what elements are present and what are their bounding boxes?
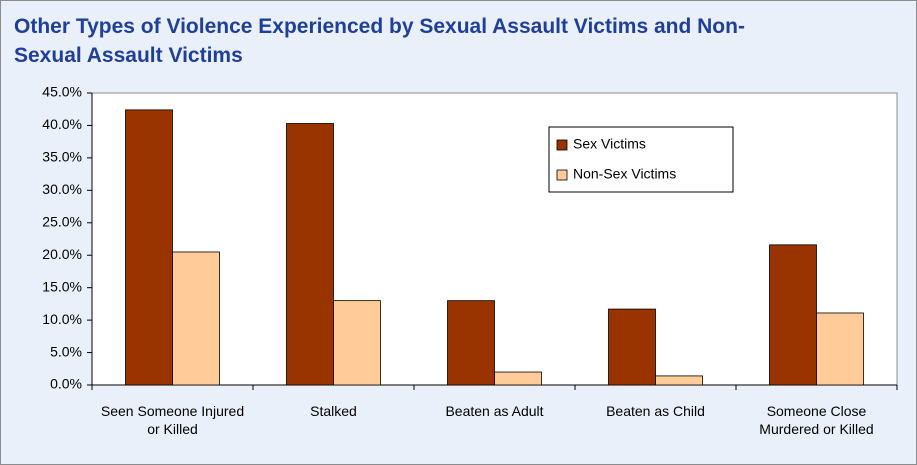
bar xyxy=(655,375,703,386)
legend-swatch xyxy=(556,139,568,151)
legend-swatch xyxy=(556,169,568,181)
bar xyxy=(447,300,495,386)
y-tick-label: 20.0% xyxy=(42,246,82,262)
x-tick-label: Someone Close Murdered or Killed xyxy=(759,403,874,437)
x-tick-label: Stalked xyxy=(310,403,357,419)
y-tick-label: 45.0% xyxy=(42,84,82,100)
x-tick-label: Beaten as Child xyxy=(606,403,705,419)
bar xyxy=(172,251,220,386)
y-tick-label: 5.0% xyxy=(50,343,82,359)
y-tick-label: 25.0% xyxy=(42,213,82,229)
legend-label: Non-Sex Victims xyxy=(573,166,676,182)
bar xyxy=(816,312,864,386)
bar xyxy=(125,109,173,386)
y-tick-label: 0.0% xyxy=(50,376,82,392)
x-tick-label: Seen Someone Injured or Killed xyxy=(100,403,245,437)
y-tick-label: 15.0% xyxy=(42,278,82,294)
legend-label: Sex Victims xyxy=(573,136,646,152)
y-tick-label: 40.0% xyxy=(42,116,82,132)
chart-title: Other Types of Violence Experienced by S… xyxy=(14,15,745,67)
bar xyxy=(608,308,656,386)
legend-box xyxy=(548,126,734,193)
x-tick-label: Beaten as Adult xyxy=(445,403,544,419)
y-tick-label: 10.0% xyxy=(42,311,82,327)
bar xyxy=(769,244,817,386)
bar xyxy=(286,123,334,386)
y-tick-label: 30.0% xyxy=(42,181,82,197)
y-tick-label: 35.0% xyxy=(42,149,82,165)
bar xyxy=(333,300,381,386)
bar xyxy=(494,371,542,386)
